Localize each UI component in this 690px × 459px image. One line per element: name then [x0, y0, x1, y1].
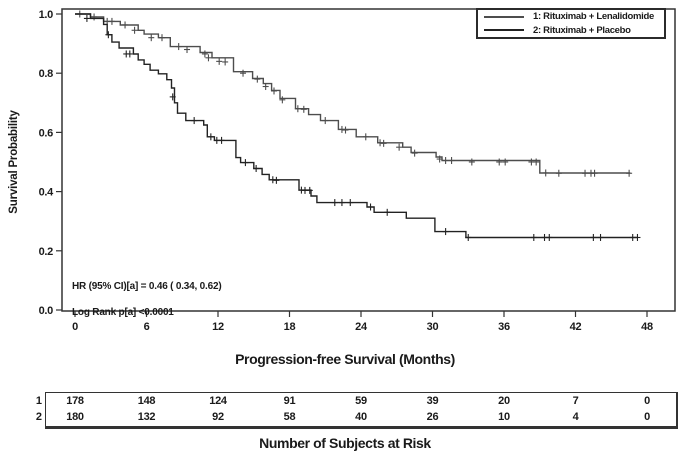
- km-plot-canvas: 0.0 0.2 0.4 0.6 0.8 1.0 0 6 12 18 24 30 36 42 48: [39, 8, 676, 333]
- risk-count: 10: [498, 411, 510, 423]
- risk-count: 124: [209, 395, 227, 407]
- risk-count: 132: [137, 411, 156, 423]
- legend-box: 1: Rituximab + Lenalidomide 2: Rituximab…: [476, 8, 666, 39]
- risk-count: 58: [283, 411, 296, 423]
- legend-line-sample-1: [484, 15, 524, 18]
- risk-table-box: [45, 392, 678, 429]
- risk-count: 91: [283, 395, 296, 407]
- risk-count: 180: [66, 411, 84, 423]
- hr-annotation: HR (95% CI)[a] = 0.46 ( 0.34, 0.62): [72, 281, 222, 292]
- y-tick-label: 1.0: [39, 9, 54, 21]
- risk-count: 4: [572, 411, 579, 423]
- legend-row-2: 2: Rituximab + Placebo: [484, 24, 664, 37]
- risk-count: 92: [212, 411, 224, 423]
- y-tick-label: 0.0: [39, 305, 54, 317]
- km-curve-1: [75, 13, 631, 174]
- x-tick-label: 42: [570, 321, 582, 333]
- x-tick-label: 6: [144, 321, 150, 333]
- legend-line-sample-2: [484, 29, 524, 32]
- risk-count: 148: [137, 395, 156, 407]
- risk-count: 39: [426, 395, 439, 407]
- legend-label-1: 1: Rituximab + Lenalidomide: [533, 11, 654, 23]
- stats-annotation: HR (95% CI)[a] = 0.46 ( 0.34, 0.62) Log …: [72, 280, 222, 319]
- risk-table-row-1: 1 178 148 124 91 59 39 20 7 0: [0, 395, 690, 410]
- x-tick-label: 36: [498, 321, 510, 333]
- x-tick-label: 18: [284, 321, 296, 333]
- x-tick-label: 24: [355, 321, 368, 333]
- y-tick-label: 0.4: [39, 187, 55, 199]
- risk-row-label-1: 1: [35, 395, 42, 407]
- km-curve-2: [75, 13, 638, 239]
- risk-count: 178: [66, 395, 84, 407]
- risk-count: 59: [355, 395, 367, 407]
- x-tick-label: 0: [72, 321, 78, 333]
- risk-count: 20: [498, 395, 510, 407]
- y-tick-label: 0.8: [39, 68, 54, 80]
- x-axis-title: Progression-free Survival (Months): [235, 351, 455, 367]
- risk-count: 7: [572, 395, 579, 407]
- risk-row-label-2: 2: [35, 411, 42, 423]
- legend-row-1: 1: Rituximab + Lenalidomide: [484, 10, 664, 23]
- plot-frame: [61, 8, 676, 312]
- y-tick-label: 0.6: [39, 127, 54, 139]
- risk-table-caption: Number of Subjects at Risk: [259, 435, 431, 451]
- risk-count: 40: [355, 411, 367, 423]
- y-tick-label: 0.2: [39, 246, 54, 258]
- risk-count: 26: [426, 411, 439, 423]
- legend-label-2: 2: Rituximab + Placebo: [533, 24, 631, 36]
- risk-count: 0: [644, 411, 650, 423]
- risk-table-row-2: 2 180 132 92 58 40 26 10 4 0: [0, 411, 690, 426]
- risk-count: 0: [644, 395, 650, 407]
- logrank-annotation: Log Rank p[a] <0.0001: [72, 307, 174, 318]
- x-tick-label: 48: [641, 321, 653, 333]
- y-axis-title: Survival Probability: [8, 110, 20, 214]
- x-tick-label: 12: [212, 321, 224, 333]
- x-tick-label: 30: [427, 321, 439, 333]
